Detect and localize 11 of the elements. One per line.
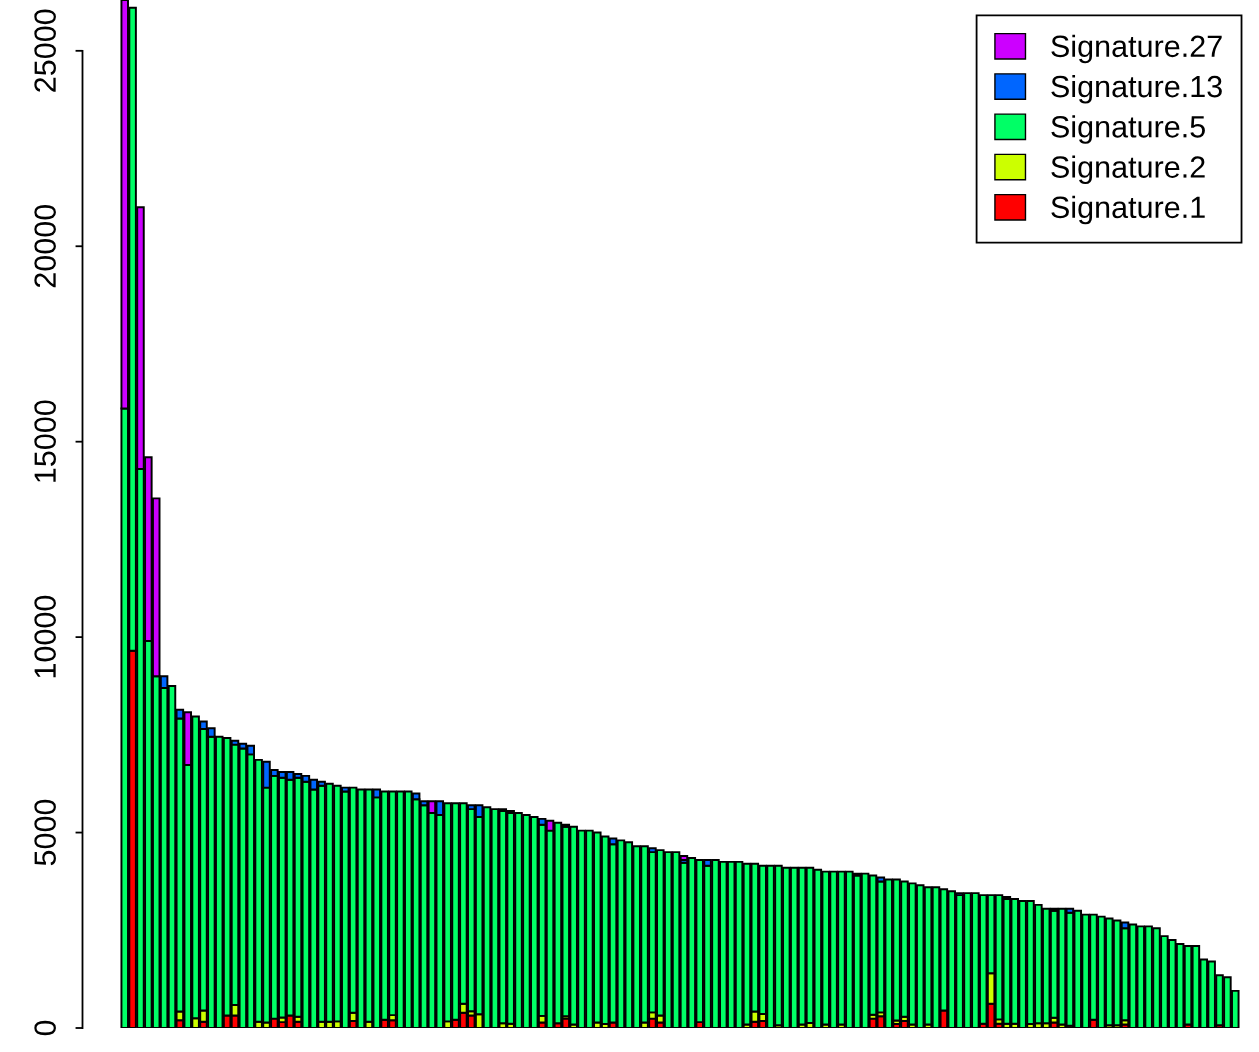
legend-label: Signature.13: [1051, 74, 1222, 104]
y-tick-label: 10000: [34, 595, 56, 678]
legend-label: Signature.5: [1051, 115, 1205, 144]
y-tick-label: 20000: [34, 204, 56, 288]
legend-label: Signature.27: [1051, 34, 1222, 64]
legend-label: Signature.2: [1051, 155, 1205, 184]
y-tick-label: 25000: [34, 9, 56, 92]
y-tick-label: 15000: [34, 400, 56, 482]
legend-label: Signature.1: [1051, 195, 1205, 225]
y-tick-label: 5000: [34, 799, 56, 866]
y-tick-label: 0: [34, 1020, 56, 1036]
